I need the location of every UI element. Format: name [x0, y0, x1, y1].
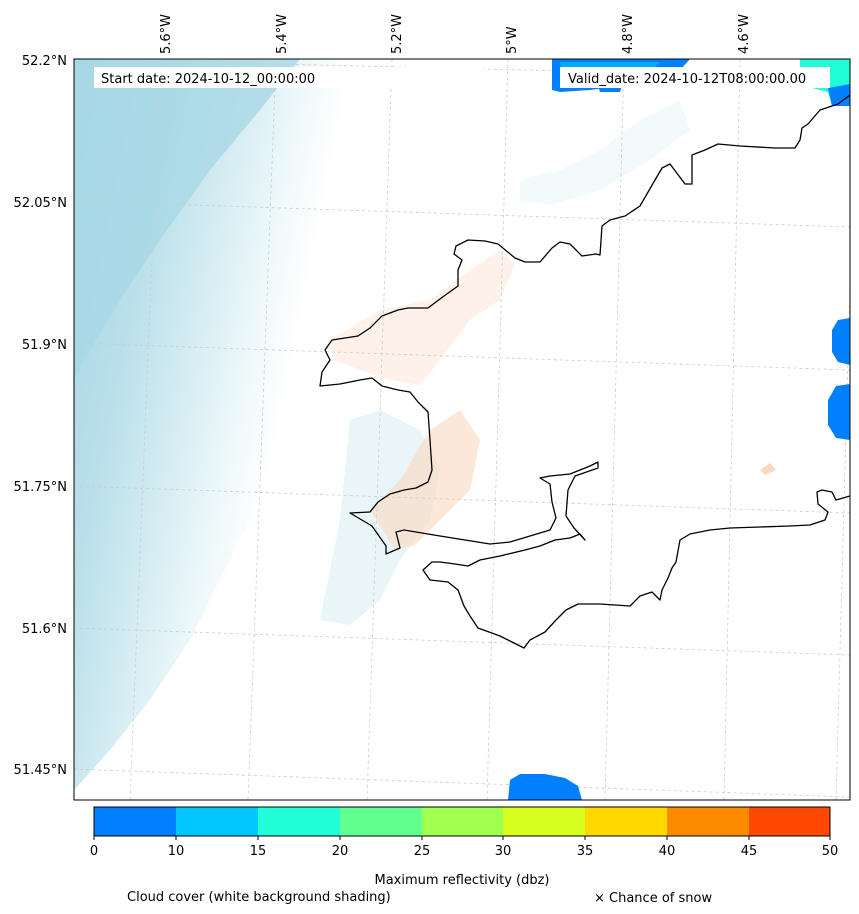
cloud-cover-shading: [74, 59, 490, 790]
lat-label-52-2n: 52.2°N: [22, 54, 67, 69]
warm-shading-south: [370, 410, 480, 550]
lon-label-5-4w: 5.4°W: [275, 14, 290, 54]
colorbar-segment-1: [176, 807, 258, 836]
colorbar-tick-0: 0: [90, 844, 98, 859]
colorbar-tick-10: 10: [168, 844, 185, 859]
colorbar-tick-25: 25: [414, 844, 431, 859]
lon-label-5w: 5°W: [505, 26, 520, 54]
lat-label-51-45n: 51.45°N: [14, 763, 67, 778]
colorbar-segment-3: [340, 807, 422, 836]
colorbar-segment-6: [585, 807, 667, 836]
warm-shading-north: [330, 250, 515, 385]
valid-date-box: [560, 67, 830, 88]
colorbar-segment-7: [667, 807, 749, 836]
radar-cell-south: [508, 774, 582, 800]
colorbar-segment-4: [422, 807, 503, 836]
lat-label-52-05n: 52.05°N: [14, 196, 67, 211]
lat-label-51-9n: 51.9°N: [22, 338, 67, 353]
radar-cell-northeast-edge: [828, 84, 850, 106]
cloud-cover-note: Cloud cover (white background shading): [127, 890, 391, 905]
lat-label-51-75n: 51.75°N: [14, 480, 67, 495]
snow-note: × Chance of snow: [594, 891, 712, 906]
radar-cell-east-2: [828, 384, 850, 440]
lon-label-4-6w: 4.6°W: [737, 14, 752, 54]
lon-label-5-6w: 5.6°W: [159, 14, 174, 54]
colorbar-tick-50: 50: [822, 844, 839, 859]
colorbar-tick-15: 15: [250, 844, 267, 859]
colorbar: 0 10 15 20 25 30 35 40 45 50 Maximum ref…: [90, 806, 839, 888]
colorbar-segment-5: [503, 807, 585, 836]
map-frame: [73, 58, 851, 801]
coastline: [319, 94, 850, 649]
colorbar-title: Maximum reflectivity (dbz): [375, 873, 550, 888]
colorbar-segment-0: [94, 807, 176, 836]
radar-cell-east-1: [832, 318, 850, 365]
colorbar-ticks: [93, 836, 831, 840]
valid-date-label: Valid_date: 2024-10-12T08:00:00.00: [568, 72, 806, 87]
start-date-label: Start date: 2024-10-12_00:00:00: [101, 72, 315, 87]
colorbar-tick-30: 30: [495, 844, 512, 859]
cloud-patch-north: [520, 100, 690, 205]
colorbar-segment-2: [258, 807, 340, 836]
colorbar-segment-8: [749, 807, 830, 836]
start-date-box: [94, 67, 484, 88]
graticule: [74, 59, 850, 800]
colorbar-tick-35: 35: [577, 844, 594, 859]
lat-label-51-6n: 51.6°N: [22, 622, 67, 637]
colorbar-tick-40: 40: [659, 844, 676, 859]
lon-label-5-2w: 5.2°W: [390, 14, 405, 54]
cloud-cover-core: [74, 59, 300, 380]
colorbar-tick-20: 20: [332, 844, 349, 859]
colorbar-tick-45: 45: [741, 844, 758, 859]
colorbar-frame: [93, 806, 831, 837]
lon-label-4-8w: 4.8°W: [621, 14, 636, 54]
warm-shading-spot: [760, 463, 776, 475]
